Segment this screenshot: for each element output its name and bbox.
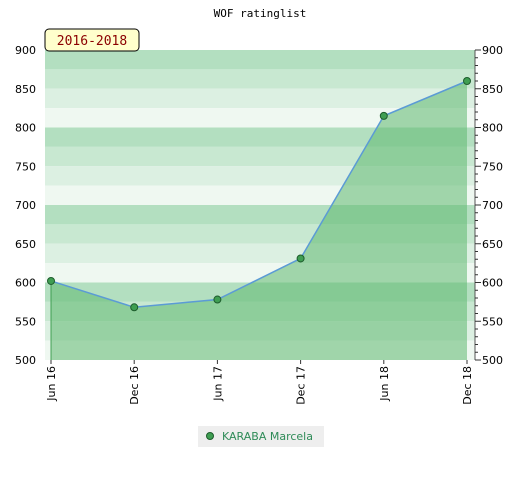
x-tick-label: Jun 18 xyxy=(378,366,391,402)
grid-band xyxy=(45,127,475,147)
grid-band xyxy=(45,50,475,70)
x-tick-label: Dec 16 xyxy=(128,366,141,405)
data-point-marker xyxy=(379,111,388,120)
y-tick-label-left: 500 xyxy=(15,354,36,367)
period-badge-box xyxy=(44,28,140,52)
period-badge: 2016-2018 xyxy=(44,28,140,52)
grid-band xyxy=(45,88,475,109)
y-tick-label-left: 900 xyxy=(15,44,36,57)
y-tick-label-left: 550 xyxy=(15,315,36,328)
x-tick-label: Dec 18 xyxy=(461,366,474,405)
y-tick-label-right: 650 xyxy=(482,238,503,251)
series-area xyxy=(51,81,467,360)
x-tick-label: Jun 16 xyxy=(45,366,58,402)
y-tick-label-right: 550 xyxy=(482,315,503,328)
y-tick-label-right: 850 xyxy=(482,83,503,96)
x-tick-label: Dec 17 xyxy=(295,366,308,405)
data-point-marker xyxy=(296,254,305,263)
data-point-marker xyxy=(463,77,471,85)
data-markers xyxy=(47,77,471,312)
chart-title: WOF ratinglist xyxy=(214,7,307,20)
legend[interactable]: KARABA Marcela xyxy=(198,426,324,447)
y-tick-label-left: 850 xyxy=(15,83,36,96)
area-layer xyxy=(50,80,468,360)
series-line xyxy=(50,80,468,309)
y-tick-label-right: 700 xyxy=(482,199,503,212)
y-tick-label-right: 900 xyxy=(482,44,503,57)
data-point-marker xyxy=(47,276,55,285)
axes: 500 500 550 550 600 600 650 650 700 700 750 750 800 8… xyxy=(15,44,503,405)
y-tick-label-left: 700 xyxy=(15,199,36,212)
y-tick-label-right: 750 xyxy=(482,160,503,173)
legend-box xyxy=(198,426,324,447)
grid-band xyxy=(45,108,475,128)
y-tick-label-left: 750 xyxy=(15,160,36,173)
legend-marker-icon xyxy=(206,432,214,440)
x-tick-label: Jun 17 xyxy=(211,366,224,402)
y-tick-label-left: 800 xyxy=(15,122,36,135)
grid-band xyxy=(45,69,475,89)
y-tick-label-right: 500 xyxy=(482,354,503,367)
y-tick-label-left: 650 xyxy=(15,238,36,251)
period-badge-label: 2016-2018 xyxy=(57,34,127,49)
y-tick-label-left: 600 xyxy=(15,277,36,290)
y-tick-label-right: 600 xyxy=(482,277,503,290)
data-point-marker xyxy=(130,303,139,312)
data-point-marker xyxy=(213,295,222,304)
y-tick-label-right: 800 xyxy=(482,122,503,135)
legend-label: KARABA Marcela xyxy=(222,430,313,443)
